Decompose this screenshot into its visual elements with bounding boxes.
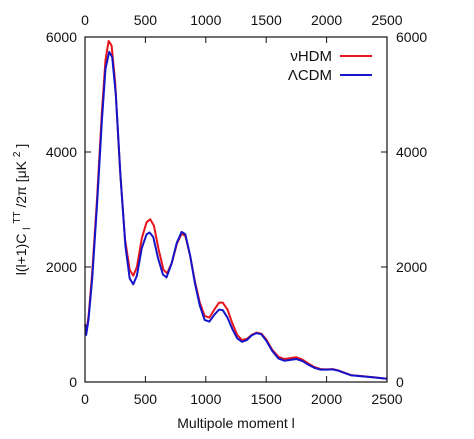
y-tick-label-left: 4000 bbox=[46, 144, 77, 160]
legend: νHDM ΛCDM bbox=[288, 48, 372, 84]
y-tick-label-right: 6000 bbox=[396, 29, 427, 45]
series-line-lcdm bbox=[84, 50, 388, 380]
y-axis-title-middle: /2π [μK bbox=[13, 160, 29, 207]
x-tick-label-bottom: 2000 bbox=[311, 391, 342, 407]
x-tick-label-top: 2000 bbox=[311, 12, 342, 28]
y-axis-title-superscript-2: 2 bbox=[12, 151, 23, 157]
x-tick-label-bottom: 1500 bbox=[251, 391, 282, 407]
y-tick-label-right: 4000 bbox=[396, 144, 427, 160]
y-tick-label-left: 6000 bbox=[46, 29, 77, 45]
ticks-layer: 0050050010001000150015002000200025002500… bbox=[46, 12, 428, 407]
legend-label-lcdm: ΛCDM bbox=[288, 67, 332, 84]
y-tick-label-right: 2000 bbox=[396, 259, 427, 275]
y-tick-label-left: 0 bbox=[69, 374, 77, 390]
x-tick-label-top: 1000 bbox=[190, 12, 221, 28]
y-axis-title-base: l(l+1)C bbox=[13, 234, 29, 276]
y-tick-label-right: 0 bbox=[396, 374, 404, 390]
x-tick-label-top: 1500 bbox=[251, 12, 282, 28]
x-tick-label-bottom: 500 bbox=[134, 391, 158, 407]
y-axis-title-subscript: l bbox=[22, 228, 33, 230]
x-axis-title: Multipole moment l bbox=[177, 415, 295, 431]
x-tick-label-top: 500 bbox=[134, 12, 158, 28]
y-axis-title-end: ] bbox=[13, 144, 29, 148]
x-tick-label-top: 2500 bbox=[371, 12, 402, 28]
x-tick-label-top: 0 bbox=[81, 12, 89, 28]
plot-layer bbox=[84, 40, 388, 380]
legend-label-nuhdm: νHDM bbox=[290, 48, 332, 65]
y-tick-label-left: 2000 bbox=[46, 259, 77, 275]
y-axis-title: l(l+1)C l TT /2π [μK 2 ] bbox=[7, 144, 33, 276]
plot-frame bbox=[84, 36, 388, 383]
y-axis-title-superscript: TT bbox=[12, 211, 23, 223]
x-tick-label-bottom: 0 bbox=[81, 391, 89, 407]
series-line-nuhdm bbox=[84, 40, 388, 380]
x-tick-label-bottom: 2500 bbox=[371, 391, 402, 407]
x-tick-label-bottom: 1000 bbox=[190, 391, 221, 407]
